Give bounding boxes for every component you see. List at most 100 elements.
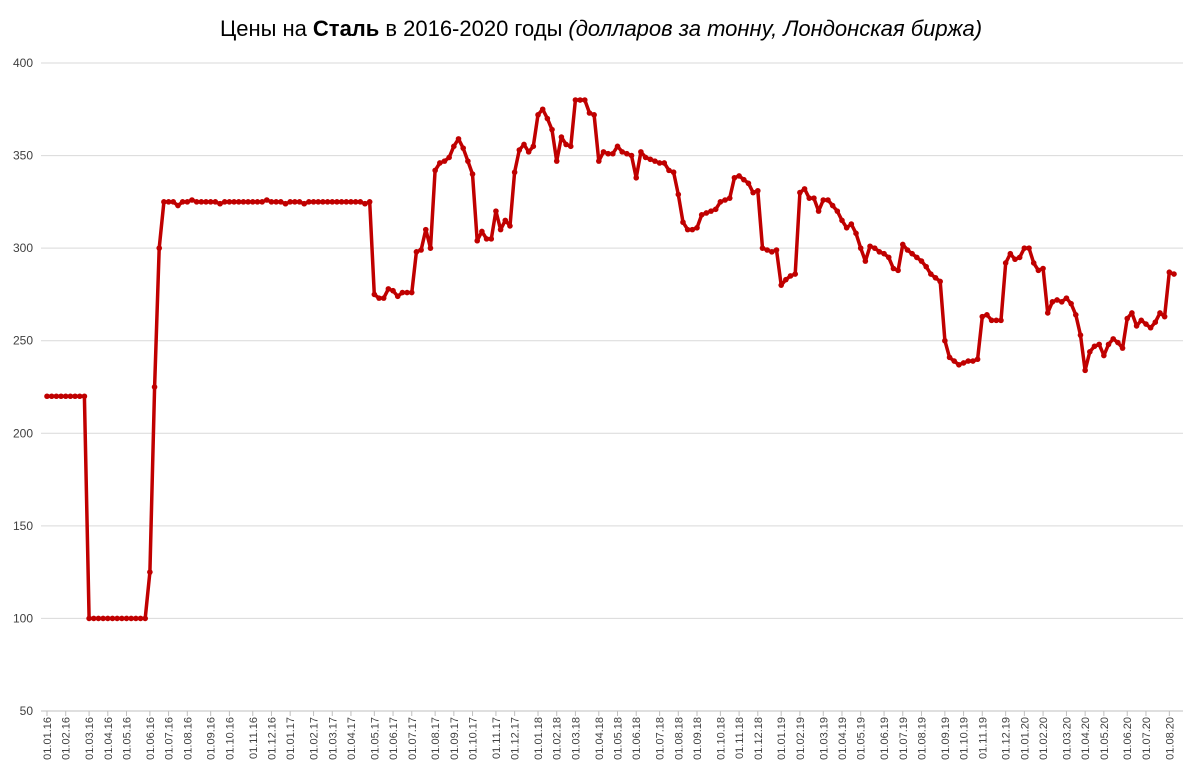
x-tick-label: 01.05.20 [1099,717,1111,760]
point [348,199,354,205]
point [628,152,635,159]
point [151,384,158,390]
point [502,217,509,224]
point [376,295,382,301]
point [142,615,149,622]
point [764,247,770,253]
point [740,176,747,183]
point [1054,297,1060,303]
point [301,200,307,207]
point [1091,343,1098,350]
point [170,199,177,205]
point [1157,310,1163,316]
point [427,245,434,251]
x-tick-label: 01.09.17 [449,717,461,760]
point [867,243,873,250]
point [839,217,845,224]
point [899,241,906,248]
point [362,200,368,207]
point [516,147,523,153]
point [81,393,88,400]
title-part: в 2016-2020 годы [385,16,562,41]
x-tick-label: 01.08.16 [182,717,194,760]
point [95,615,102,622]
point [511,169,518,176]
point [937,278,943,285]
x-tick-label: 01.02.20 [1038,717,1050,760]
point [581,97,588,103]
point [119,615,125,622]
point [979,313,986,320]
point [1105,341,1112,348]
x-tick-label: 01.06.19 [879,717,891,760]
point [881,250,887,257]
x-tick-label: 01.01.16 [42,717,54,760]
x-tick-label: 01.10.19 [959,717,971,760]
point [1161,313,1168,320]
x-tick-label: 01.05.19 [856,717,868,760]
point [483,236,490,242]
point [717,199,724,205]
point [586,110,593,116]
point [1077,332,1084,338]
point [460,145,466,151]
point [783,276,789,283]
point [787,273,794,279]
x-tick-label: 01.11.16 [248,717,260,759]
x-tick-label: 01.12.19 [1001,717,1013,760]
point [853,230,859,237]
point [801,186,808,192]
point [549,126,555,133]
point [507,223,513,229]
point [455,136,462,142]
point [48,393,55,400]
x-tick-label: 01.09.18 [692,717,704,760]
point [825,197,831,203]
point [380,295,387,301]
point [567,143,574,150]
point [535,112,541,118]
point [231,199,237,205]
point [1124,315,1131,322]
point [1021,245,1028,251]
point [974,356,981,363]
point [862,258,869,264]
point [1087,349,1093,355]
point [811,195,817,201]
point [1049,299,1056,305]
point [577,97,583,103]
point [198,199,205,205]
point [1096,341,1102,348]
point [675,191,682,198]
x-tick-label: 01.11.17 [491,717,503,759]
point [656,160,663,166]
point [1101,352,1107,359]
point [558,134,565,140]
title-part: Сталь [313,16,379,41]
x-tick-label: 01.03.17 [327,717,339,760]
x-tick-label: 01.05.16 [121,717,133,760]
x-tick-label: 01.06.16 [145,717,157,760]
point [525,149,532,155]
point [806,195,813,201]
x-tick-label: 01.01.17 [285,717,297,760]
point [1143,321,1149,327]
y-tick-label: 400 [13,56,33,70]
point [226,199,233,205]
point [820,197,827,203]
point [292,199,298,205]
point [263,197,270,203]
point [1133,323,1140,329]
point [493,208,499,214]
point [1171,271,1177,277]
point [76,393,83,400]
x-tick-label: 01.03.20 [1061,717,1073,760]
x-tick-label: 01.10.16 [224,717,236,760]
title-part: (долларов за тонну, Лондонская биржа) [568,16,982,41]
point [497,226,504,233]
point [647,156,654,163]
point [175,202,181,209]
point [914,254,920,261]
point [918,258,925,264]
